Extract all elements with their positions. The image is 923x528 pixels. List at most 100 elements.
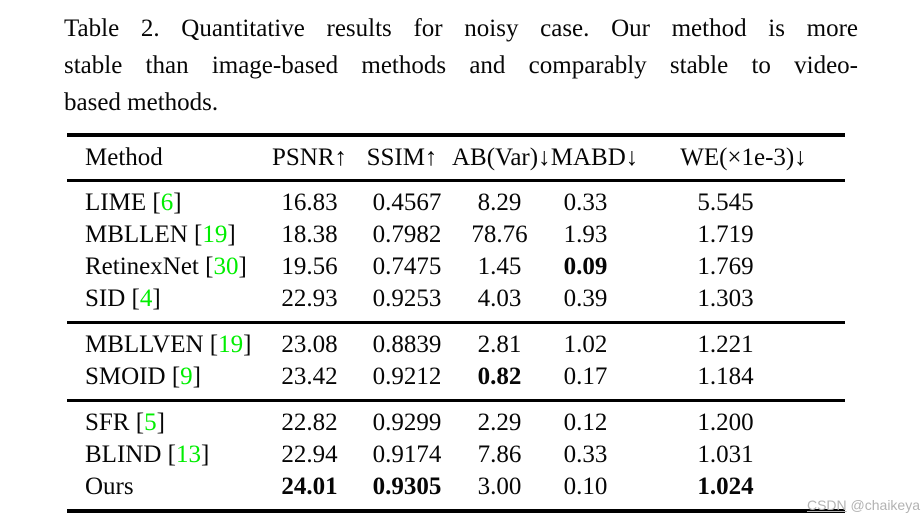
value-cell: 4.03 (477, 285, 522, 312)
value-cell: 1.45 (477, 253, 522, 280)
value-cell: 0.9253 (372, 285, 442, 312)
value-cell: 0.82 (477, 363, 522, 390)
method-cell: SID [4] (85, 285, 161, 312)
value-cell: 1.769 (697, 253, 754, 280)
value-cell: 23.42 (281, 363, 338, 390)
watermark: CSDN @chaikeya (807, 497, 920, 513)
value-cell: 22.82 (281, 409, 338, 436)
value-cell: 7.86 (477, 441, 522, 468)
value-cell: 1.93 (563, 221, 608, 248)
value-cell: 1.200 (697, 409, 754, 436)
table-row: MBLLEN [19] 18.38 0.7982 78.76 1.93 1.719 (67, 219, 845, 251)
caption-line-2: stable than image-based methods and comp… (64, 52, 858, 79)
citation-link[interactable]: 5 (144, 409, 157, 436)
table-row: SID [4] 22.93 0.9253 4.03 0.39 1.303 (67, 283, 845, 323)
citation-link[interactable]: 19 (218, 331, 244, 358)
method-cell: BLIND [13] (85, 441, 210, 468)
value-cell: 0.9305 (372, 473, 442, 500)
column-header-5: WE(×1e-3)↓ (680, 144, 807, 171)
value-cell: 5.545 (697, 189, 754, 216)
column-header-4: MABD↓ (550, 144, 639, 171)
column-header-1: PSNR↑ (271, 144, 348, 171)
method-cell: LIME [6] (85, 189, 182, 216)
table-row: BLIND [13] 22.94 0.9174 7.86 0.33 1.031 (67, 439, 845, 471)
value-cell: 8.29 (477, 189, 522, 216)
citation-link[interactable]: 6 (160, 189, 174, 216)
method-name: SFR (85, 409, 130, 436)
table-row: MBLLVEN [19] 23.08 0.8839 2.81 1.02 1.221 (67, 323, 845, 362)
table-row: RetinexNet [30] 19.56 0.7475 1.45 0.09 1.769 (67, 251, 845, 283)
value-cell: 0.09 (563, 253, 608, 280)
value-cell: 0.7982 (372, 221, 442, 248)
method-cell: MBLLEN [19] (85, 221, 236, 248)
table-caption: Table 2. Quantitative results for noisy … (64, 10, 858, 121)
value-cell: 0.7475 (372, 253, 442, 280)
citation-link[interactable]: 19 (202, 221, 228, 248)
header-row: Method PSNR↑ SSIM↑ AB(Var)↓ MABD↓ WE(×1e-3)↓ (67, 135, 845, 181)
method-name: MBLLEN (85, 221, 188, 248)
value-cell: 1.031 (697, 441, 754, 468)
value-cell: 3.00 (477, 473, 522, 500)
value-cell: 2.29 (477, 409, 522, 436)
value-cell: 1.02 (563, 331, 608, 358)
value-cell: 23.08 (281, 331, 338, 358)
value-cell: 22.94 (281, 441, 338, 468)
watermark-user: @chaikeya (850, 497, 920, 513)
value-cell: 1.221 (697, 331, 754, 358)
citation-link[interactable]: 9 (180, 363, 193, 390)
value-cell: 0.9299 (372, 409, 442, 436)
value-cell: 0.4567 (372, 189, 442, 216)
method-name: MBLLVEN (85, 331, 204, 358)
caption-line-3: based methods. (64, 89, 219, 116)
table-group-image-based-methods: LIME [6] 16.83 0.4567 8.29 0.33 5.545 MBLLEN [… (67, 181, 845, 323)
value-cell: 16.83 (281, 189, 338, 216)
value-cell: 2.81 (477, 331, 522, 358)
method-cell: SMOID [9] (85, 363, 201, 390)
value-cell: 1.303 (697, 285, 754, 312)
method-name: SMOID (85, 363, 166, 390)
citation-link[interactable]: 13 (175, 441, 201, 468)
table-row: LIME [6] 16.83 0.4567 8.29 0.33 5.545 (67, 181, 845, 220)
table-header: Method PSNR↑ SSIM↑ AB(Var)↓ MABD↓ WE(×1e-3)↓ (67, 135, 845, 181)
column-header-method: Method (85, 144, 163, 171)
method-cell: SFR [5] (85, 409, 165, 436)
value-cell: 1.719 (697, 221, 754, 248)
value-cell: 24.01 (281, 473, 338, 500)
value-cell: 19.56 (281, 253, 338, 280)
method-name: BLIND (85, 441, 162, 468)
results-table: Method PSNR↑ SSIM↑ AB(Var)↓ MABD↓ WE(×1e-3)↓ … (67, 133, 845, 513)
value-cell: 22.93 (281, 285, 338, 312)
value-cell: 1.024 (697, 473, 754, 500)
value-cell: 18.38 (281, 221, 338, 248)
method-name: LIME (85, 189, 147, 216)
column-header-2: SSIM↑ (366, 144, 438, 171)
table-row: Ours 24.01 0.9305 3.00 0.10 1.024 (67, 471, 845, 511)
value-cell: 0.8839 (372, 331, 442, 358)
method-cell: RetinexNet [30] (85, 253, 247, 280)
table-row: SFR [5] 22.82 0.9299 2.29 0.12 1.200 (67, 401, 845, 440)
value-cell: 0.33 (563, 189, 608, 216)
value-cell: 1.184 (697, 363, 754, 390)
table-group-video-based-methods: MBLLVEN [19] 23.08 0.8839 2.81 1.02 1.221 SMOI… (67, 322, 845, 401)
value-cell: 0.9174 (372, 441, 442, 468)
method-name: SID (85, 285, 126, 312)
value-cell: 0.10 (563, 473, 608, 500)
caption-line-1: Table 2. Quantitative results for noisy … (64, 15, 858, 42)
value-cell: 78.76 (471, 221, 528, 248)
citation-link[interactable]: 4 (139, 285, 153, 312)
table-group-ours-group: SFR [5] 22.82 0.9299 2.29 0.12 1.200 BLIND [13… (67, 400, 845, 512)
value-cell: 0.9212 (372, 363, 442, 390)
method-cell: Ours (67, 471, 267, 511)
method-cell: MBLLVEN [19] (85, 331, 252, 358)
method-name: Ours (85, 473, 134, 500)
value-cell: 0.39 (563, 285, 608, 312)
value-cell: 0.12 (563, 409, 608, 436)
value-cell: 0.17 (563, 363, 608, 390)
watermark-brand: CSDN (806, 497, 847, 513)
method-name: RetinexNet (85, 253, 199, 280)
citation-link[interactable]: 30 (213, 253, 239, 280)
value-cell: 0.33 (563, 441, 608, 468)
column-header-3: AB(Var)↓ (452, 144, 551, 171)
table-row: SMOID [9] 23.42 0.9212 0.82 0.17 1.184 (67, 361, 845, 401)
